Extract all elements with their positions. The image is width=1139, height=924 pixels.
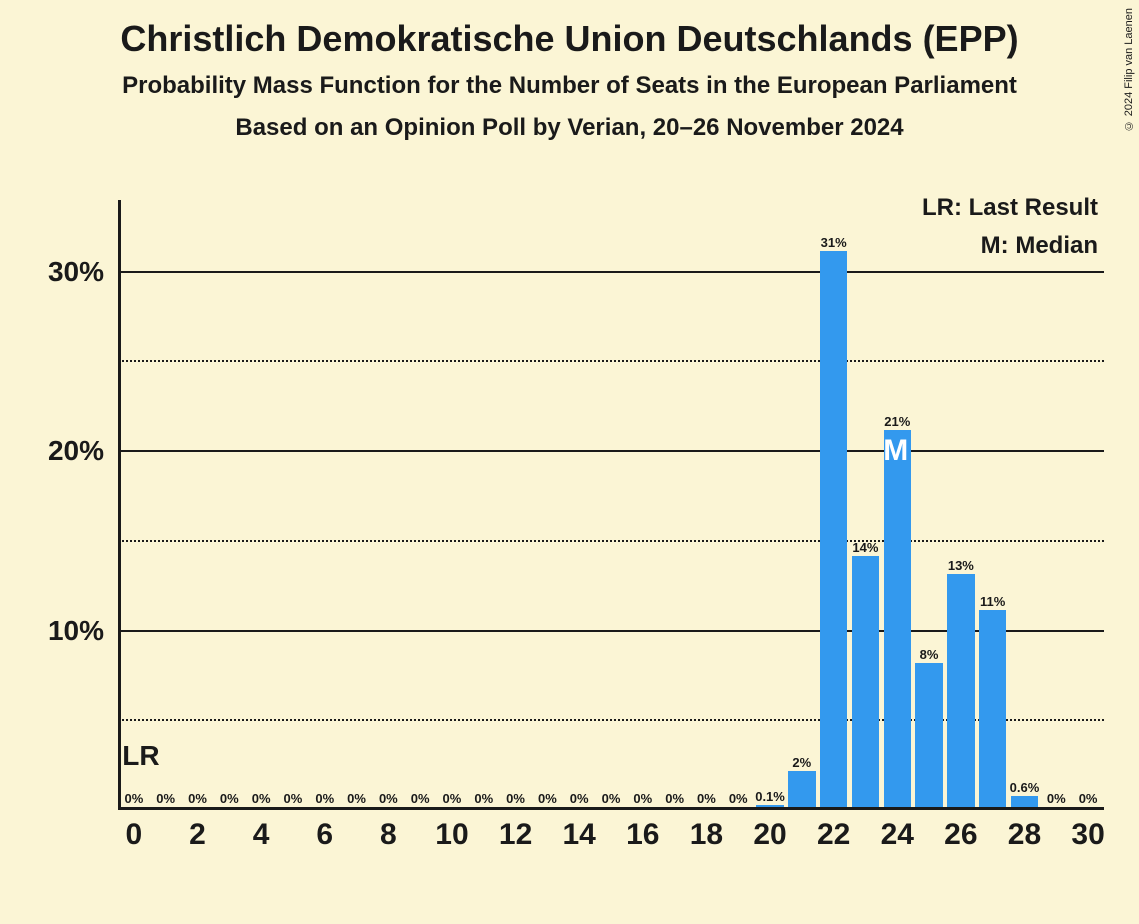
bar-value-label: 0% (602, 791, 621, 806)
x-tick-label: 8 (380, 818, 397, 852)
x-tick-label: 10 (435, 818, 468, 852)
bar-value-label: 0% (474, 791, 493, 806)
bar-value-label: 0% (284, 791, 303, 806)
grid-minor-line (118, 540, 1104, 542)
y-tick-label: 10% (48, 615, 104, 647)
bar-value-label: 0% (411, 791, 430, 806)
pmf-bar (852, 556, 879, 807)
legend-lr: LR: Last Result (922, 194, 1098, 222)
x-tick-label: 16 (626, 818, 659, 852)
bar-value-label: 0% (729, 791, 748, 806)
pmf-bar (1011, 796, 1038, 807)
x-tick-label: 2 (189, 818, 206, 852)
chart-title: Christlich Demokratische Union Deutschla… (0, 0, 1139, 60)
x-tick-label: 4 (253, 818, 270, 852)
pmf-bar (820, 251, 847, 807)
bar-value-label: 0% (506, 791, 525, 806)
pmf-bar (947, 574, 974, 807)
copyright-text: © 2024 Filip van Laenen (1123, 8, 1135, 131)
bar-value-label: 0% (665, 791, 684, 806)
x-tick-label: 24 (881, 818, 914, 852)
grid-minor-line (118, 360, 1104, 362)
grid-major-line (118, 450, 1104, 452)
x-tick-label: 30 (1071, 818, 1104, 852)
bar-value-label: 0.6% (1010, 780, 1040, 795)
bar-value-label: 2% (792, 755, 811, 770)
bar-value-label: 0% (1047, 791, 1066, 806)
grid-major-line (118, 271, 1104, 273)
legend-m: M: Median (981, 232, 1098, 260)
bar-value-label: 0% (443, 791, 462, 806)
chart-subtitle-1: Probability Mass Function for the Number… (0, 72, 1139, 100)
y-tick-label: 30% (48, 256, 104, 288)
x-tick-label: 0 (126, 818, 143, 852)
x-tick-label: 14 (563, 818, 596, 852)
bar-value-label: 31% (821, 235, 847, 250)
bar-value-label: 13% (948, 558, 974, 573)
x-tick-label: 12 (499, 818, 532, 852)
pmf-bar (979, 610, 1006, 807)
bar-value-label: 0% (538, 791, 557, 806)
bar-value-label: 0% (347, 791, 366, 806)
x-tick-label: 18 (690, 818, 723, 852)
bar-value-label: 0% (252, 791, 271, 806)
bar-value-label: 14% (852, 540, 878, 555)
median-marker: M (883, 434, 908, 468)
bar-value-label: 0% (315, 791, 334, 806)
x-axis-line (118, 807, 1104, 810)
x-tick-label: 20 (753, 818, 786, 852)
pmf-bar-chart: 10%20%30%0246810121416182022242628300%0%… (118, 200, 1104, 810)
bar-value-label: 0% (156, 791, 175, 806)
pmf-bar (915, 663, 942, 807)
bar-value-label: 0% (188, 791, 207, 806)
y-tick-label: 20% (48, 435, 104, 467)
pmf-bar (788, 771, 815, 807)
x-tick-label: 28 (1008, 818, 1041, 852)
bar-value-label: 0% (379, 791, 398, 806)
bar-value-label: 8% (920, 647, 939, 662)
bar-value-label: 0% (697, 791, 716, 806)
x-tick-label: 26 (944, 818, 977, 852)
bar-value-label: 0% (633, 791, 652, 806)
x-tick-label: 22 (817, 818, 850, 852)
y-axis-line (118, 200, 121, 810)
bar-value-label: 0.1% (755, 789, 785, 804)
chart-subtitle-2: Based on an Opinion Poll by Verian, 20–2… (0, 114, 1139, 142)
lr-marker: LR (122, 740, 159, 772)
bar-value-label: 0% (124, 791, 143, 806)
x-tick-label: 6 (316, 818, 333, 852)
bar-value-label: 0% (570, 791, 589, 806)
bar-value-label: 21% (884, 414, 910, 429)
bar-value-label: 0% (1079, 791, 1098, 806)
pmf-bar (884, 430, 911, 807)
bar-value-label: 11% (980, 594, 1005, 609)
bar-value-label: 0% (220, 791, 239, 806)
